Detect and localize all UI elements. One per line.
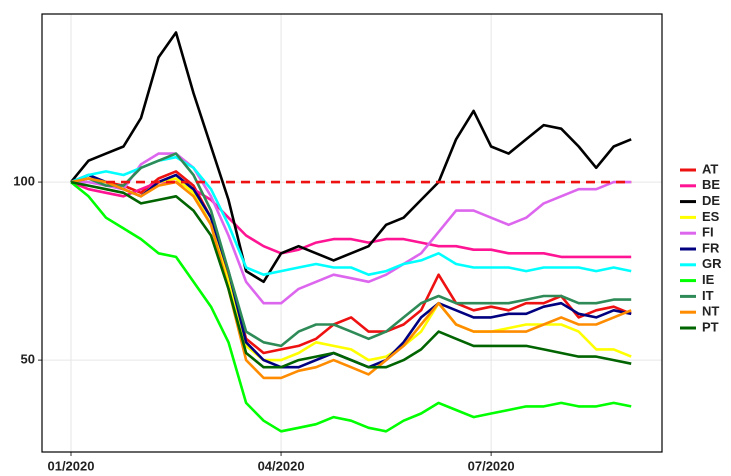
legend-label: FR <box>702 240 720 255</box>
series-line <box>70 177 632 380</box>
y-tick-label: 100 <box>13 174 35 189</box>
x-tick-label: 07/2020 <box>468 458 515 473</box>
legend-label: GR <box>702 256 722 271</box>
plot-border <box>41 13 663 453</box>
x-tick-label: 01/2020 <box>47 458 94 473</box>
legend-label: ES <box>702 209 720 224</box>
legend-label: DE <box>702 193 720 208</box>
x-tick-label: 04/2020 <box>258 458 305 473</box>
series-line <box>70 181 632 433</box>
legend-label: IT <box>702 288 714 303</box>
legend-label: AT <box>702 161 718 176</box>
y-tick-label: 50 <box>21 352 35 367</box>
series-line <box>70 180 632 369</box>
series-line <box>71 152 632 305</box>
series-line <box>69 31 632 284</box>
plot-background <box>42 14 662 452</box>
legend-label: IE <box>702 272 715 287</box>
legend-label: NT <box>702 304 719 319</box>
legend-label: FI <box>702 225 714 240</box>
legend-label: PT <box>702 319 719 334</box>
legend-label: BE <box>702 177 720 192</box>
series-line <box>70 170 632 355</box>
series-line <box>70 152 632 348</box>
